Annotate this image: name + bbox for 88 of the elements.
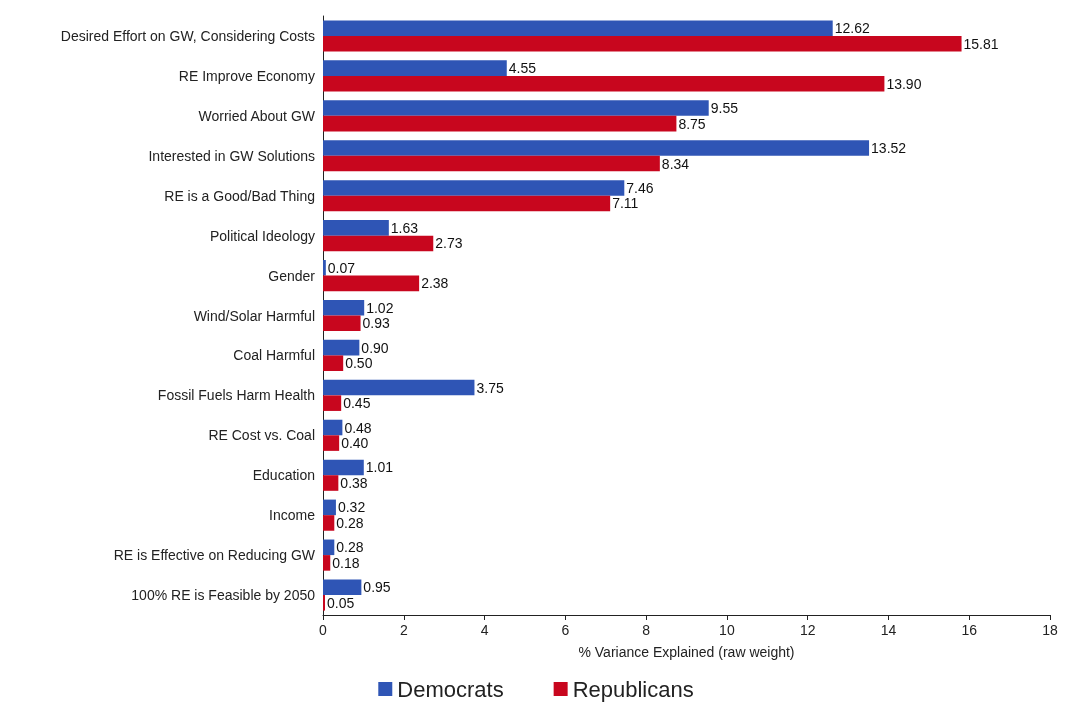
data-label: 9.55 <box>710 100 739 117</box>
y-tick-label: Political Ideology <box>209 227 315 244</box>
bar <box>323 339 360 356</box>
bar <box>323 259 326 276</box>
y-tick-label: Education <box>252 467 315 484</box>
y-tick-label: RE Improve Economy <box>178 67 315 84</box>
data-label: 0.93 <box>362 315 391 332</box>
x-tick-label: 10 <box>719 622 735 638</box>
data-label: 0.90 <box>361 339 389 356</box>
data-label: 8.75 <box>678 115 706 132</box>
x-tick-label: 6 <box>561 622 570 638</box>
data-label: 0.18 <box>332 554 360 571</box>
data-label: 0.28 <box>336 539 364 556</box>
bar <box>323 60 507 76</box>
y-tick-label: Gender <box>268 267 316 284</box>
y-tick-label: 100% RE is Feasible by 2050 <box>131 587 316 604</box>
y-tick-label: Coal Harmful <box>233 347 315 364</box>
data-label: 15.81 <box>963 35 999 52</box>
data-label: 8.34 <box>661 155 690 172</box>
data-label: 0.95 <box>363 579 391 596</box>
data-label: 0.32 <box>337 499 366 516</box>
y-tick-label: Worried About GW <box>198 107 316 124</box>
bar <box>323 515 335 531</box>
data-label: 0.28 <box>336 514 364 531</box>
x-tick-label: 0 <box>319 622 328 638</box>
bar <box>323 115 677 132</box>
x-tick-label: 18 <box>1042 622 1058 638</box>
data-label: 2.73 <box>435 235 463 252</box>
y-tick-label: RE is a Good/Bad Thing <box>164 187 315 204</box>
data-label: 0.05 <box>327 594 355 611</box>
x-tick-label: 16 <box>961 622 978 638</box>
bar <box>323 315 361 332</box>
bar <box>323 395 342 411</box>
x-tick-label: 2 <box>399 622 408 638</box>
bar <box>323 220 389 236</box>
bar <box>323 155 660 172</box>
y-tick-label: Wind/Solar Harmful <box>193 307 315 324</box>
bar <box>323 235 434 252</box>
data-label: 7.11 <box>612 195 639 212</box>
bar <box>323 35 962 52</box>
data-label: 7.46 <box>626 179 654 196</box>
bar <box>323 555 331 571</box>
data-label: 0.48 <box>344 419 372 436</box>
bar <box>323 140 870 156</box>
y-tick-label: Interested in GW Solutions <box>148 147 315 164</box>
y-tick-label: RE Cost vs. Coal <box>208 427 315 444</box>
legend-label: Democrats <box>397 676 504 702</box>
data-label: 3.75 <box>476 379 504 396</box>
bar <box>323 459 364 476</box>
x-tick-label: 14 <box>880 622 897 638</box>
x-tick-label: 12 <box>799 622 816 638</box>
bar <box>323 195 611 212</box>
x-tick-label: 4 <box>480 622 489 638</box>
bar <box>323 299 365 316</box>
data-label: 0.40 <box>341 435 369 452</box>
x-tick-label: 8 <box>642 622 651 638</box>
data-label: 1.02 <box>366 299 394 316</box>
data-label: 2.38 <box>421 275 449 292</box>
bar <box>323 579 362 596</box>
data-label: 0.07 <box>327 259 356 276</box>
data-label: 13.52 <box>871 139 907 156</box>
data-label: 4.55 <box>508 60 537 77</box>
bar <box>323 379 475 396</box>
bar <box>323 539 335 556</box>
y-tick-label: Income <box>269 507 316 524</box>
bar <box>323 180 625 196</box>
bar <box>323 435 340 451</box>
data-label: 1.63 <box>390 219 419 236</box>
data-label: 13.90 <box>886 75 922 92</box>
bar <box>323 75 885 92</box>
bar <box>323 499 336 516</box>
data-label: 1.01 <box>365 459 394 476</box>
bar <box>323 355 344 372</box>
data-label: 0.50 <box>345 355 373 372</box>
data-label: 0.38 <box>340 475 368 492</box>
legend-label: Republicans <box>572 676 694 702</box>
data-label: 0.45 <box>343 395 371 412</box>
bar <box>323 275 420 292</box>
bar <box>323 100 709 116</box>
y-tick-label: RE is Effective on Reducing GW <box>113 547 316 564</box>
bar <box>323 419 343 436</box>
bar <box>323 475 339 491</box>
y-tick-label: Fossil Fuels Harm Health <box>157 387 315 404</box>
x-axis-title: % Variance Explained (raw weight) <box>578 644 795 660</box>
data-label: 12.62 <box>834 20 870 37</box>
bar <box>323 20 833 36</box>
bar <box>323 595 326 611</box>
y-tick-label: Desired Effort on GW, Considering Costs <box>60 27 315 44</box>
